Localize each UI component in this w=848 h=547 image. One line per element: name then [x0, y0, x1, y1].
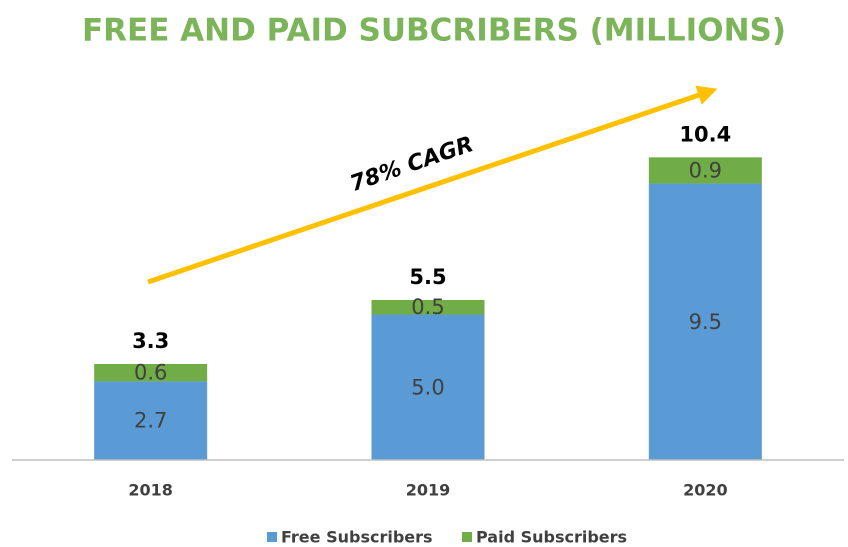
bar-segment	[371, 299, 485, 315]
x-tick-label: 2020	[683, 481, 728, 500]
bar-segment	[94, 381, 208, 460]
data-label: 5.0	[411, 375, 444, 399]
total-label: 10.4	[679, 122, 731, 146]
data-label: 2.7	[134, 409, 167, 433]
chart-title: FREE AND PAID SUBCRIBERS (MILLIONS)	[82, 13, 786, 49]
legend-swatch	[462, 532, 472, 542]
data-label: 9.5	[689, 310, 722, 334]
bar-segment	[94, 363, 208, 382]
bar-segment	[648, 183, 762, 461]
data-label: 0.5	[411, 295, 444, 319]
cagr-annotation: 78% CAGR	[347, 132, 477, 197]
data-label: 0.6	[134, 361, 167, 385]
legend-swatch	[267, 532, 277, 542]
total-label: 3.3	[132, 329, 169, 353]
x-tick-label: 2018	[128, 481, 173, 500]
bar-segment	[648, 157, 762, 184]
x-tick-label: 2019	[406, 481, 451, 500]
growth-arrow	[147, 85, 718, 285]
total-label: 5.5	[409, 265, 446, 289]
legend-label: Paid Subscribers	[476, 528, 627, 547]
legend-label: Free Subscribers	[281, 528, 433, 547]
data-label: 0.9	[689, 158, 722, 182]
bar-segment	[371, 314, 485, 460]
